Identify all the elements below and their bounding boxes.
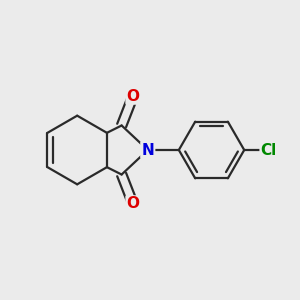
Text: O: O bbox=[127, 196, 140, 211]
Text: N: N bbox=[141, 142, 154, 158]
Text: O: O bbox=[127, 88, 140, 104]
Text: Cl: Cl bbox=[261, 142, 277, 158]
